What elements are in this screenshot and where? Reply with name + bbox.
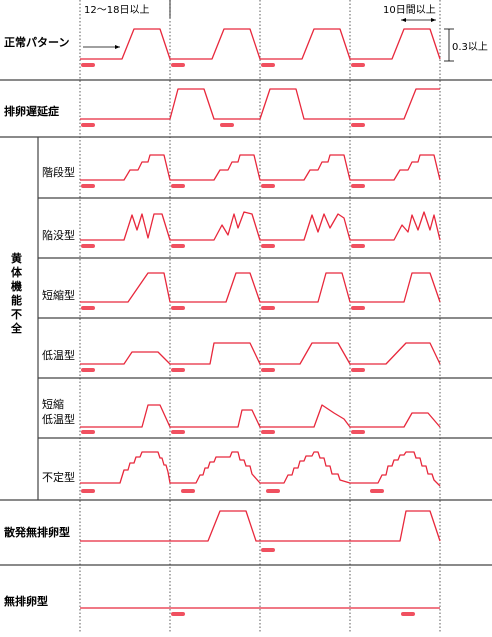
menses-short-low-1: [81, 430, 95, 434]
menses-sunken-3: [261, 244, 275, 248]
menses-normal-1: [81, 63, 95, 67]
menses-lowtemp-4: [351, 368, 365, 372]
menses-delayed-1: [81, 123, 95, 127]
row-dividers: [0, 79, 492, 566]
menses-shortened-3: [261, 306, 275, 310]
menses-shortened-4: [351, 306, 365, 310]
row-labels: 正常パターン 排卵遅延症 階段型 陥没型 短縮型 低温型 短縮 低温型 不定型 …: [4, 35, 75, 608]
menses-short-low-3: [261, 430, 275, 434]
label-lowtemp: 低温型: [42, 348, 75, 362]
luteal-char-6: 全: [10, 321, 23, 335]
label-sporadic: 散発無排卵型: [4, 525, 70, 539]
menses-normal-4: [351, 63, 365, 67]
menses-delayed-3: [351, 123, 365, 127]
high-days-arrow-left: [401, 18, 406, 22]
annotation-high-days: 10日間以上: [383, 4, 436, 16]
cycle-days-arrowhead: [115, 45, 120, 49]
curve-stepwise: [80, 154, 441, 181]
menses-lowtemp-3: [261, 368, 275, 372]
label-short-low-2: 低温型: [42, 412, 75, 426]
high-days-arrow-right: [431, 18, 436, 22]
label-anovulatory: 無排卵型: [4, 594, 48, 608]
menses-sunken-1: [81, 244, 95, 248]
curve-short-low: [80, 404, 441, 428]
curve-irregular: [80, 451, 441, 487]
menses-shortened-2: [171, 306, 185, 310]
luteal-char-2: 体: [11, 265, 23, 279]
menses-stepwise-3: [261, 184, 275, 188]
label-short-low-1: 短縮: [42, 397, 64, 411]
label-sunken: 陥没型: [42, 228, 75, 242]
annotation-cycle-days: 12～18日以上: [84, 4, 149, 16]
label-normal: 正常パターン: [4, 35, 69, 49]
annotation-temp-rise: 0.3以上: [452, 41, 488, 53]
menses-anovulatory-2: [401, 612, 415, 616]
temperature-curves: [80, 28, 441, 609]
menses-sporadic-1: [261, 548, 275, 552]
luteal-char-5: 不: [11, 308, 22, 321]
menses-anovulatory-1: [171, 612, 185, 616]
annotations: 12～18日以上 10日間以上 0.3以上: [83, 0, 488, 62]
menses-normal-2: [171, 63, 185, 67]
cycle-gridlines: [79, 0, 441, 633]
menses-sunken-2: [171, 244, 185, 248]
menses-sunken-4: [351, 244, 365, 248]
menses-irregular-1: [81, 489, 95, 493]
menses-lowtemp-2: [171, 368, 185, 372]
label-irregular: 不定型: [42, 470, 75, 484]
menses-shortened-1: [81, 306, 95, 310]
menses-stepwise-4: [351, 184, 365, 188]
luteal-char-1: 黄: [11, 251, 22, 265]
label-delayed: 排卵遅延症: [4, 104, 59, 118]
menses-irregular-4: [370, 489, 384, 493]
curve-normal: [80, 28, 441, 60]
menses-normal-3: [261, 63, 275, 67]
curve-sunken: [80, 211, 441, 241]
menses-lowtemp-1: [81, 368, 95, 372]
menses-short-low-2: [171, 430, 185, 434]
curve-shortened: [80, 272, 441, 303]
menses-irregular-3: [266, 489, 280, 493]
label-luteal-group: 黄 体 機 能 不 全: [10, 251, 23, 335]
menses-irregular-2: [181, 489, 195, 493]
menses-stepwise-2: [171, 184, 185, 188]
menstruation-markers: [81, 63, 415, 616]
label-stepwise: 階段型: [42, 165, 75, 179]
menses-delayed-2: [220, 123, 234, 127]
curve-sporadic: [80, 510, 441, 542]
label-shortened: 短縮型: [42, 288, 75, 302]
menses-stepwise-1: [81, 184, 95, 188]
menses-short-low-4: [351, 430, 365, 434]
curve-delayed: [80, 88, 440, 120]
luteal-char-4: 能: [11, 293, 22, 307]
curve-lowtemp: [80, 342, 441, 365]
luteal-char-3: 機: [11, 279, 22, 293]
